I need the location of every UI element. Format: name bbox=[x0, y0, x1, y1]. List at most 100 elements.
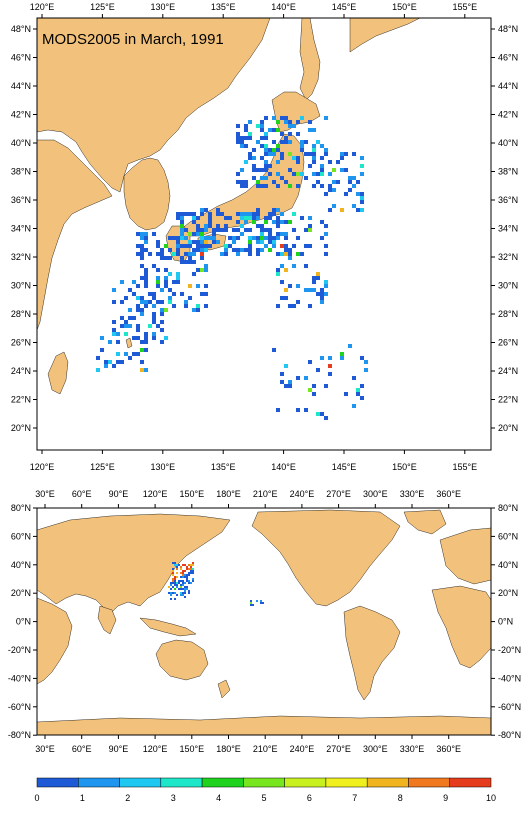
lon-tick-label: 180°E bbox=[216, 744, 241, 754]
observation-cell bbox=[360, 208, 364, 212]
observation-cell bbox=[276, 268, 280, 272]
observation-cell bbox=[182, 582, 184, 584]
observation-cell bbox=[140, 256, 144, 260]
lon-tick-label: 125°E bbox=[90, 462, 115, 472]
observation-cell bbox=[200, 268, 204, 272]
observation-cell bbox=[296, 156, 300, 160]
observation-cell bbox=[184, 228, 188, 232]
colorbar-label: 0 bbox=[34, 793, 39, 803]
observation-cell bbox=[268, 148, 272, 152]
observation-cell bbox=[264, 220, 268, 224]
observation-cell bbox=[268, 212, 272, 216]
observation-cell bbox=[180, 586, 182, 588]
observation-cell bbox=[200, 244, 204, 248]
lon-tick-label: 240°E bbox=[290, 489, 315, 499]
lon-tick-label: 300°E bbox=[363, 744, 388, 754]
observation-cell bbox=[156, 300, 160, 304]
observation-cell bbox=[228, 216, 232, 220]
observation-cell bbox=[244, 220, 248, 224]
observation-cell bbox=[220, 212, 224, 216]
observation-cell bbox=[200, 256, 204, 260]
observation-cell bbox=[248, 248, 252, 252]
observation-cell bbox=[260, 240, 264, 244]
lon-tick-label: 60°E bbox=[72, 489, 92, 499]
observation-cell bbox=[268, 236, 272, 240]
observation-cell bbox=[288, 124, 292, 128]
observation-cell bbox=[336, 160, 340, 164]
observation-cell bbox=[132, 292, 136, 296]
observation-cell bbox=[244, 128, 248, 132]
observation-cell bbox=[304, 264, 308, 268]
observation-cell bbox=[168, 296, 172, 300]
colorbar-segment bbox=[449, 777, 492, 788]
observation-cell bbox=[180, 292, 184, 296]
observation-cell bbox=[132, 316, 136, 320]
lon-tick-label: 240°E bbox=[290, 744, 315, 754]
observation-cell bbox=[192, 272, 196, 276]
lat-tick-label: 0°N bbox=[16, 617, 31, 627]
observation-cell bbox=[236, 220, 240, 224]
observation-cell bbox=[300, 252, 304, 256]
observation-cell bbox=[216, 208, 220, 212]
lat-tick-label: 34°N bbox=[498, 224, 518, 234]
observation-cell bbox=[284, 288, 288, 292]
observation-cell bbox=[136, 308, 140, 312]
observation-cell bbox=[304, 152, 308, 156]
observation-cell bbox=[192, 578, 194, 580]
observation-cell bbox=[212, 240, 216, 244]
observation-cell bbox=[174, 576, 176, 578]
observation-cell bbox=[284, 244, 288, 248]
observation-cell bbox=[148, 292, 152, 296]
observation-cell bbox=[308, 388, 312, 392]
regional-map-land bbox=[37, 18, 491, 450]
observation-cell bbox=[192, 240, 196, 244]
observation-cell bbox=[260, 600, 262, 602]
observation-cell bbox=[296, 120, 300, 124]
observation-cell bbox=[348, 180, 352, 184]
observation-cell bbox=[328, 208, 332, 212]
observation-cell bbox=[184, 212, 188, 216]
lon-tick-label: 360°E bbox=[436, 744, 461, 754]
observation-cell bbox=[170, 594, 172, 596]
observation-cell bbox=[284, 268, 288, 272]
observation-cell bbox=[172, 568, 174, 570]
observation-cell bbox=[192, 220, 196, 224]
observation-cell bbox=[244, 124, 248, 128]
observation-cell bbox=[308, 224, 312, 228]
lat-tick-label: -20°N bbox=[8, 645, 31, 655]
observation-cell bbox=[224, 248, 228, 252]
observation-cell bbox=[324, 416, 328, 420]
observation-cell bbox=[196, 232, 200, 236]
observation-cell bbox=[200, 292, 204, 296]
lon-tick-label: 270°E bbox=[326, 489, 351, 499]
lat-tick-label: 60°N bbox=[498, 531, 518, 541]
observation-cell bbox=[280, 152, 284, 156]
observation-cell bbox=[192, 562, 194, 564]
lat-tick-label: 44°N bbox=[11, 81, 31, 91]
observation-cell bbox=[140, 308, 144, 312]
observation-cell bbox=[268, 232, 272, 236]
observation-cell bbox=[284, 140, 288, 144]
observation-cell bbox=[204, 240, 208, 244]
observation-cell bbox=[320, 356, 324, 360]
observation-cell bbox=[152, 320, 156, 324]
lat-tick-label: 28°N bbox=[11, 309, 31, 319]
observation-cell bbox=[236, 172, 240, 176]
observation-cell bbox=[276, 272, 280, 276]
observation-cell bbox=[156, 276, 160, 280]
observation-cell bbox=[104, 364, 108, 368]
observation-cell bbox=[168, 248, 172, 252]
observation-cell bbox=[332, 188, 336, 192]
observation-cell bbox=[148, 324, 152, 328]
observation-cell bbox=[144, 300, 148, 304]
observation-cell bbox=[176, 566, 178, 568]
colorbar: 0 1 2 3 4 5 6 7 8 9 10 bbox=[34, 777, 496, 803]
lat-tick-label: 48°N bbox=[498, 24, 518, 34]
observation-cell bbox=[192, 308, 196, 312]
observation-cell bbox=[152, 292, 156, 296]
observation-cell bbox=[176, 244, 180, 248]
observation-cell bbox=[192, 580, 194, 582]
observation-cell bbox=[332, 180, 336, 184]
observation-cell bbox=[308, 120, 312, 124]
observation-cell bbox=[276, 216, 280, 220]
